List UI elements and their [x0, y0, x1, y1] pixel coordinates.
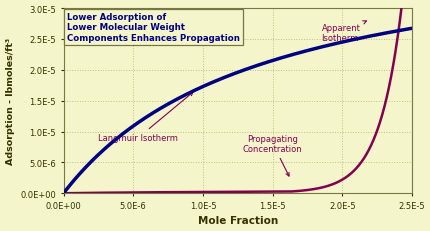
Text: Lower Adsorption of
Lower Molecular Weight
Components Enhances Propagation: Lower Adsorption of Lower Molecular Weig…: [67, 13, 240, 42]
Text: Langmuir Isotherm: Langmuir Isotherm: [98, 93, 193, 143]
X-axis label: Mole Fraction: Mole Fraction: [197, 216, 277, 225]
Text: Propagating
Concentration: Propagating Concentration: [242, 134, 302, 176]
Y-axis label: Adsorption - lbmoles/ft³: Adsorption - lbmoles/ft³: [6, 38, 15, 164]
Text: Apparent
Isotherm: Apparent Isotherm: [321, 22, 365, 43]
